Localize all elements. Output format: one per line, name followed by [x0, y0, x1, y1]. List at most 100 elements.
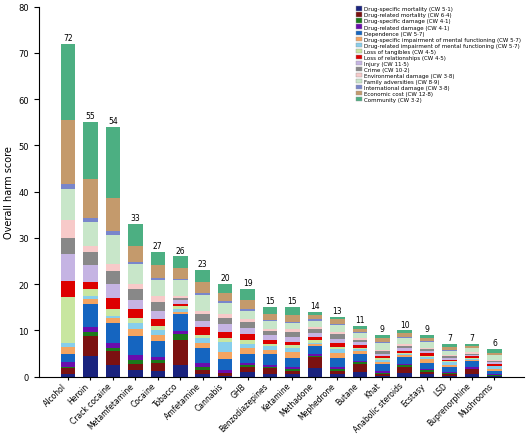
Bar — [106, 343, 120, 348]
Text: 7: 7 — [447, 334, 452, 343]
Bar — [375, 374, 390, 376]
Bar — [83, 283, 98, 290]
Bar — [420, 348, 435, 349]
Bar — [330, 358, 345, 367]
Bar — [128, 323, 143, 330]
Bar — [128, 364, 143, 370]
Bar — [487, 360, 502, 361]
Bar — [308, 341, 322, 343]
Bar — [487, 349, 502, 353]
Bar — [83, 219, 98, 222]
Bar — [150, 363, 165, 371]
Bar — [442, 365, 457, 367]
Bar — [240, 319, 255, 322]
Bar — [106, 235, 120, 265]
Bar — [218, 293, 232, 302]
Bar — [375, 350, 390, 351]
Bar — [240, 328, 255, 335]
Bar — [218, 359, 232, 371]
Bar — [465, 355, 479, 357]
Bar — [330, 371, 345, 374]
Bar — [106, 231, 120, 235]
Bar — [263, 320, 277, 321]
Bar — [240, 344, 255, 348]
Bar — [285, 346, 300, 348]
Bar — [263, 340, 277, 344]
Bar — [173, 268, 187, 279]
Bar — [218, 338, 232, 343]
Bar — [375, 335, 390, 339]
Bar — [398, 365, 412, 367]
Text: 26: 26 — [175, 246, 185, 255]
Bar — [195, 328, 210, 335]
Bar — [330, 367, 345, 369]
Bar — [83, 265, 98, 283]
Text: 15: 15 — [288, 297, 297, 306]
Bar — [173, 281, 187, 296]
Bar — [240, 363, 255, 365]
Bar — [487, 361, 502, 363]
Bar — [420, 349, 435, 351]
Bar — [353, 350, 367, 352]
Bar — [285, 359, 300, 367]
Bar — [285, 371, 300, 374]
Bar — [308, 319, 322, 321]
Bar — [61, 239, 76, 254]
Text: 72: 72 — [63, 34, 73, 43]
Bar — [308, 344, 322, 346]
Bar — [442, 374, 457, 376]
Y-axis label: Overall harm score: Overall harm score — [4, 146, 14, 239]
Bar — [487, 374, 502, 375]
Bar — [106, 309, 120, 316]
Bar — [330, 334, 345, 339]
Bar — [61, 282, 76, 297]
Bar — [375, 364, 390, 371]
Bar — [128, 330, 143, 337]
Bar — [263, 307, 277, 314]
Bar — [353, 326, 367, 329]
Bar — [128, 225, 143, 246]
Bar — [61, 368, 76, 374]
Bar — [61, 362, 76, 367]
Bar — [218, 353, 232, 359]
Bar — [173, 332, 187, 334]
Bar — [308, 312, 322, 316]
Bar — [420, 371, 435, 372]
Bar — [83, 179, 98, 219]
Bar — [398, 374, 412, 377]
Bar — [487, 353, 502, 355]
Text: 9: 9 — [380, 325, 385, 333]
Bar — [263, 346, 277, 350]
Bar — [195, 321, 210, 328]
Bar — [195, 364, 210, 367]
Bar — [150, 357, 165, 360]
Bar — [353, 361, 367, 363]
Bar — [465, 354, 479, 355]
Bar — [106, 265, 120, 272]
Bar — [442, 344, 457, 348]
Bar — [218, 332, 232, 338]
Text: 11: 11 — [355, 315, 364, 324]
Bar — [128, 300, 143, 309]
Bar — [285, 307, 300, 315]
Bar — [173, 312, 187, 314]
Bar — [218, 325, 232, 332]
Bar — [308, 356, 322, 357]
Text: 19: 19 — [243, 278, 252, 287]
Bar — [61, 190, 76, 220]
Bar — [150, 296, 165, 303]
Bar — [128, 337, 143, 355]
Bar — [308, 316, 322, 319]
Bar — [398, 355, 412, 357]
Bar — [195, 293, 210, 295]
Bar — [353, 352, 367, 355]
Bar — [330, 369, 345, 371]
Bar — [106, 323, 120, 343]
Bar — [353, 348, 367, 350]
Bar — [106, 198, 120, 231]
Bar — [308, 333, 322, 337]
Bar — [128, 284, 143, 290]
Bar — [218, 318, 232, 325]
Text: 55: 55 — [86, 112, 96, 121]
Bar — [263, 350, 277, 354]
